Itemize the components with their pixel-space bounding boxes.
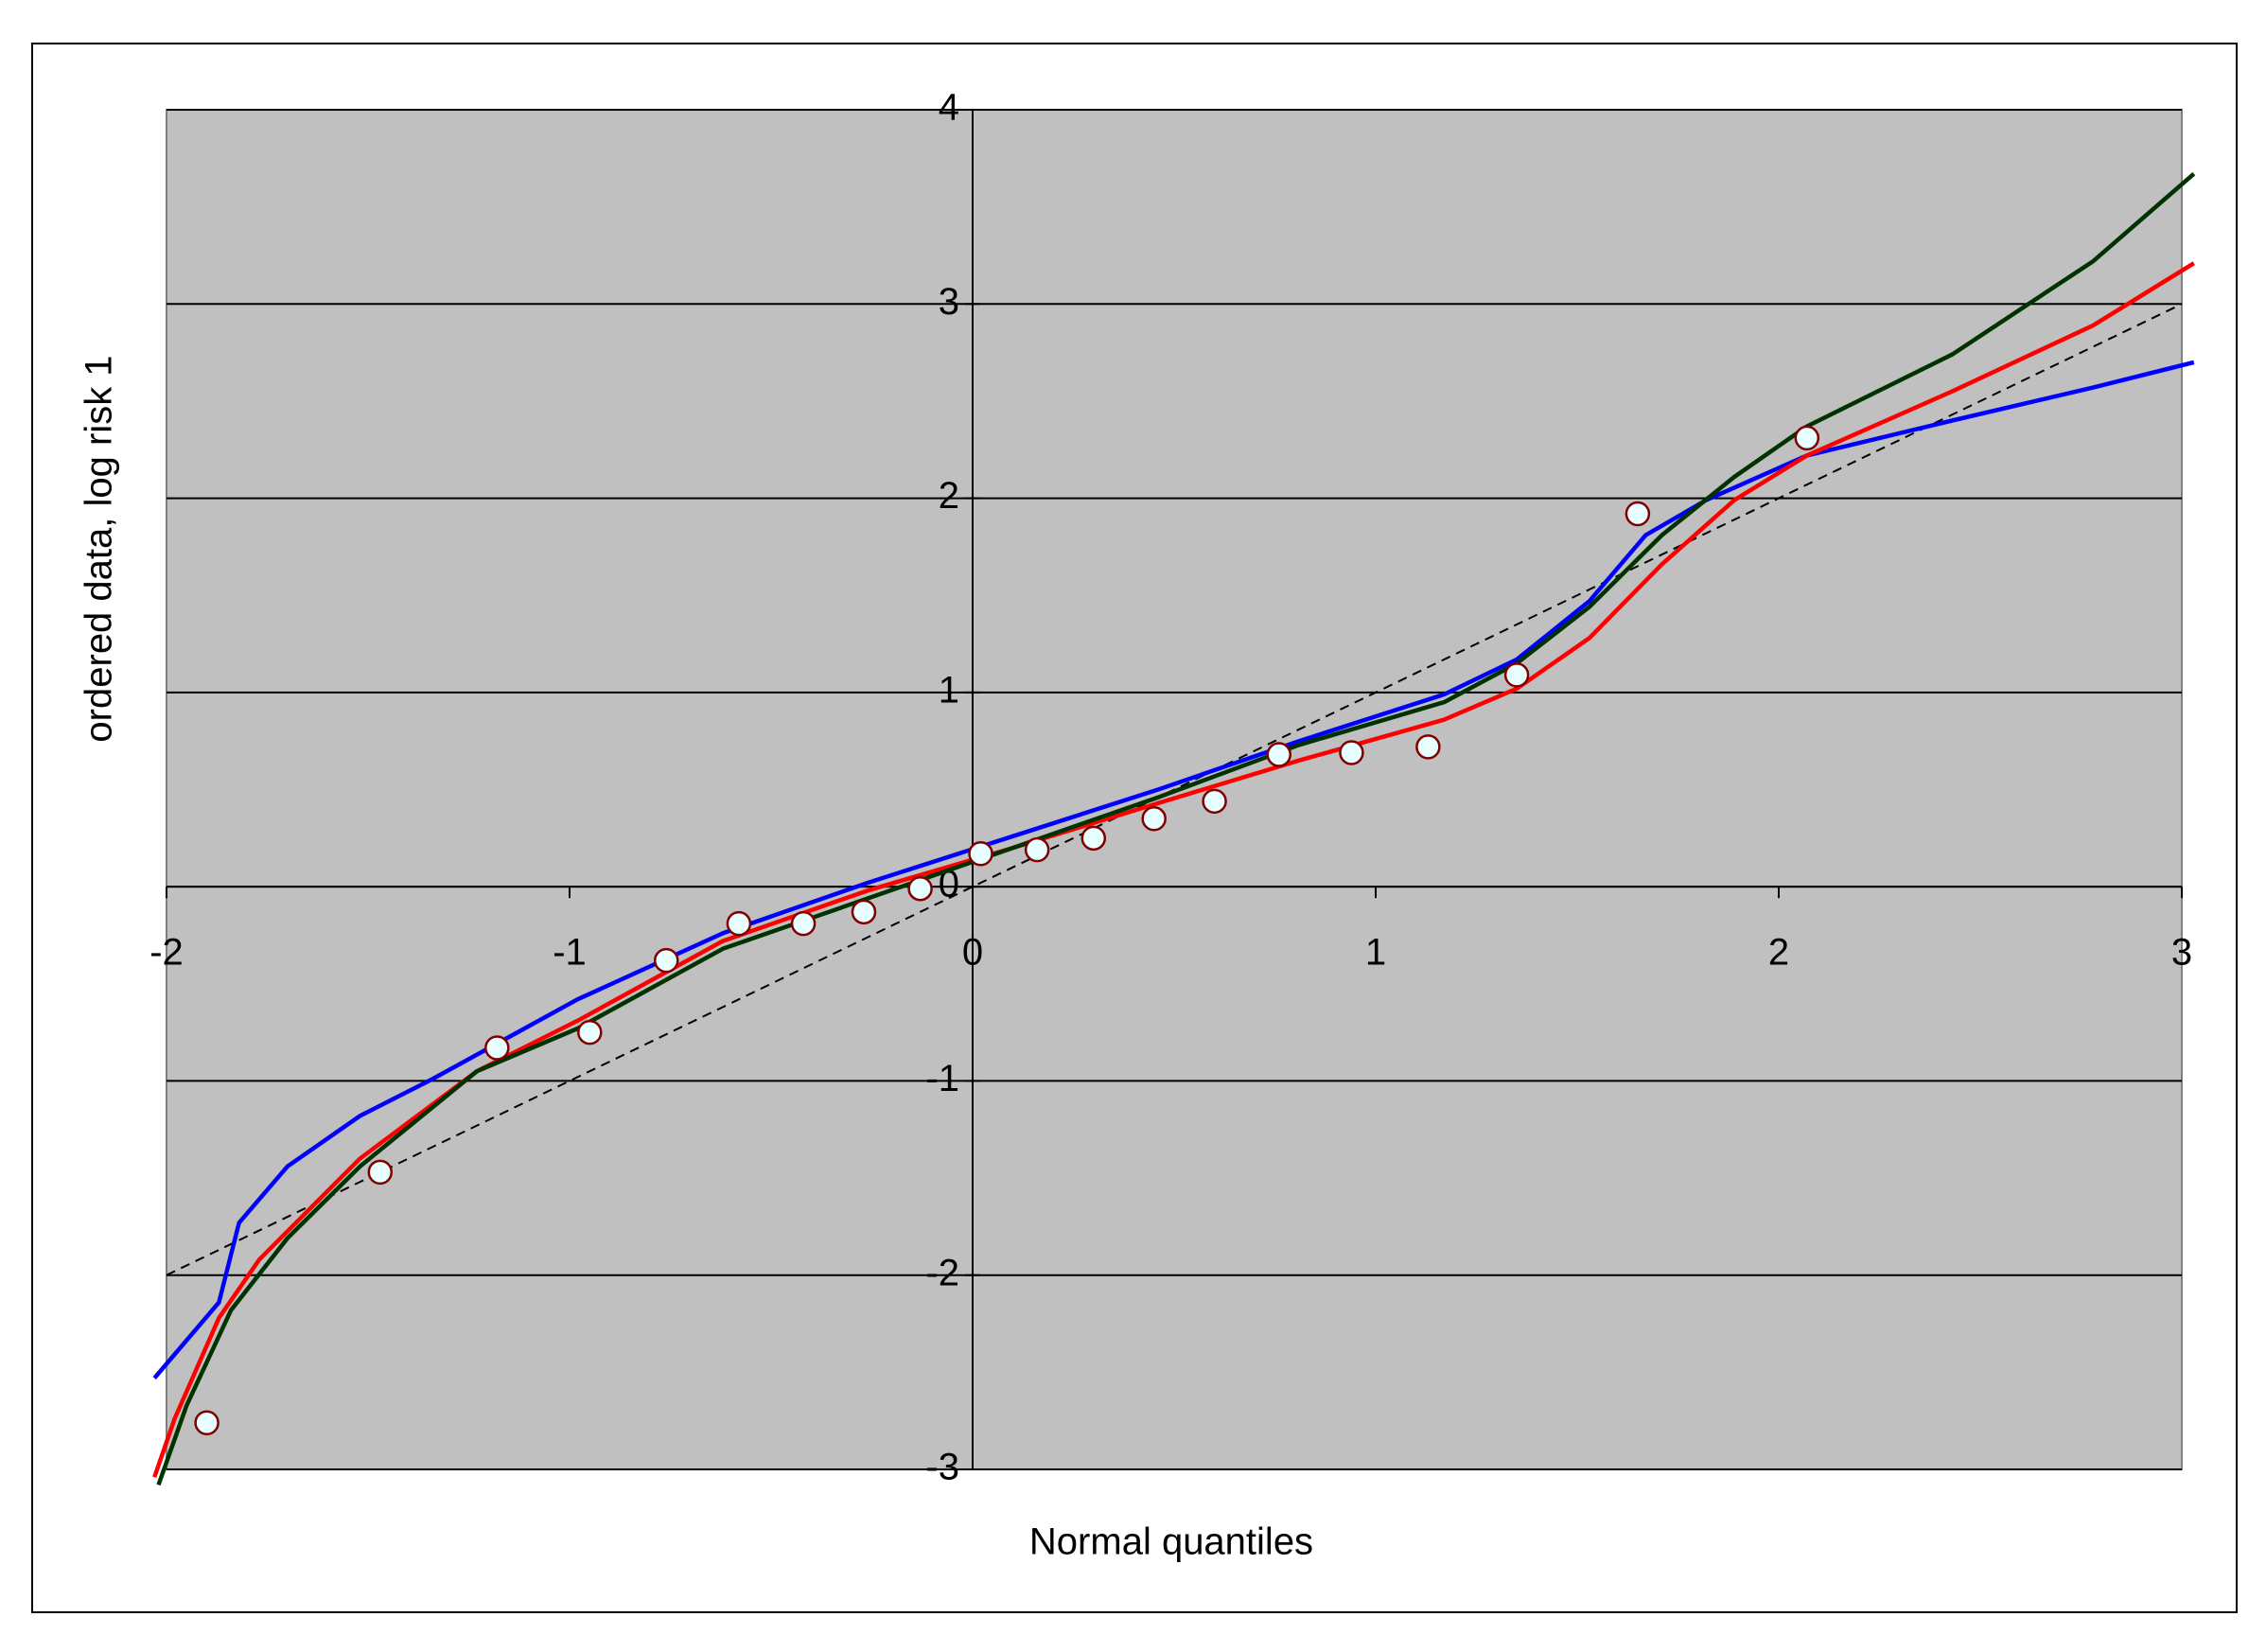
y-tick-label: -1 [925,1058,959,1099]
x-tick-label: 1 [1365,932,1386,974]
y-axis-title: ordered data, log risk 1 [79,355,120,742]
x-axis-title: Normal quantiles [1029,1521,1313,1563]
data-point [484,1035,510,1061]
data-point [1339,740,1364,765]
data-point [1141,806,1167,832]
data-line [152,360,2195,1380]
data-line [152,261,2195,1478]
data-line [156,172,2196,1486]
data-point [577,1019,603,1046]
data-point [726,910,752,937]
data-point [367,1159,394,1186]
y-tick-label: 4 [939,87,959,129]
y-tick-label: -3 [925,1447,959,1488]
data-point [968,840,993,867]
x-tick-label: 3 [2171,932,2192,974]
x-tick-label: -1 [553,932,587,974]
data-point [1202,788,1227,815]
y-tick-label: 2 [939,475,959,517]
data-point [1266,742,1292,767]
data-point [1794,425,1820,451]
data-point [653,947,679,974]
y-tick-label: 3 [939,281,959,323]
data-point [790,910,817,937]
data-point [907,875,933,902]
y-tick-label: 1 [939,669,959,711]
data-point [1503,662,1530,688]
x-tick-label: -2 [149,932,184,974]
data-point [1024,836,1050,863]
data-point [851,899,877,925]
x-tick-label: 2 [1768,932,1789,974]
data-point [1415,734,1441,760]
data-point [1625,501,1651,527]
y-tick-label: -2 [925,1252,959,1293]
data-point [1080,825,1107,852]
data-point [194,1410,220,1435]
